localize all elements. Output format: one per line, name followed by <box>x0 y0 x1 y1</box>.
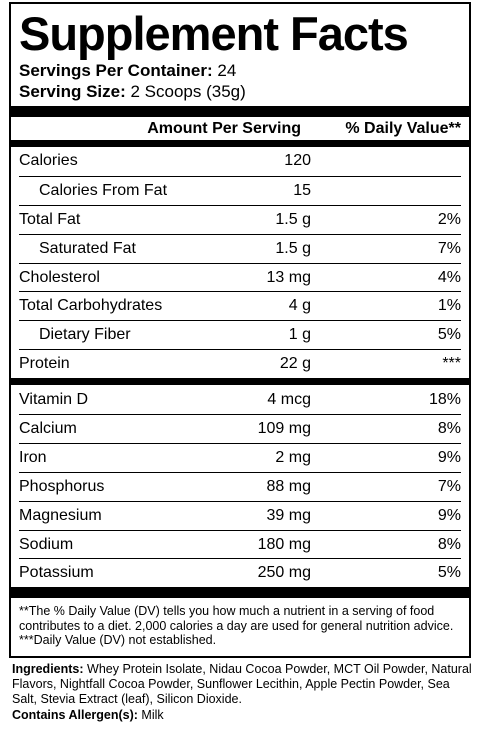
serving-size-label: Serving Size: <box>19 82 126 101</box>
table-row: Saturated Fat 1.5 g 7% <box>19 233 461 263</box>
table-row: Total Carbohydrates 4 g 1% <box>19 291 461 320</box>
table-row: Potassium 250 mg 5% <box>19 558 461 587</box>
nutrient-name: Iron <box>19 448 47 466</box>
table-row: Magnesium 39 mg 9% <box>19 500 461 530</box>
table-row: Total Fat 1.5 g 2% <box>19 204 461 234</box>
nutrient-dv: 7% <box>437 477 461 495</box>
nutrient-name: Magnesium <box>19 506 102 524</box>
nutrient-amount: 1.5 g <box>275 210 311 228</box>
nutrient-dv: 9% <box>437 506 461 524</box>
nutrient-amount: 13 mg <box>266 268 311 286</box>
table-row: Calories 120 <box>19 147 461 176</box>
nutrient-name: Calcium <box>19 419 77 437</box>
nutrient-name: Calories <box>19 152 78 170</box>
nutrient-name: Dietary Fiber <box>39 326 131 344</box>
nutrient-dv: 1% <box>437 297 461 315</box>
nutrient-amount: 88 mg <box>266 477 311 495</box>
ingredients-block: Ingredients: Whey Protein Isolate, Nidau… <box>12 662 472 723</box>
serving-size-value: 2 Scoops (35g) <box>130 82 246 101</box>
nutrient-amount: 15 <box>293 181 311 199</box>
table-row: Calories From Fat 15 <box>19 175 461 205</box>
table-row: Dietary Fiber 1 g 5% <box>19 320 461 349</box>
table-row: Iron 2 mg 9% <box>19 442 461 472</box>
allergen-label: Contains Allergen(s): <box>12 707 138 722</box>
nutrient-name: Sodium <box>19 535 74 553</box>
nutrient-amount: 39 mg <box>266 506 311 524</box>
table-row: Protein 22 g *** <box>19 349 461 378</box>
nutrient-name: Cholesterol <box>19 268 100 286</box>
nutrient-dv: 4% <box>437 268 461 286</box>
nutrient-dv: *** <box>442 355 461 373</box>
servings-per-container: Servings Per Container: 24 <box>19 60 461 81</box>
serving-size: Serving Size: 2 Scoops (35g) <box>19 81 461 102</box>
table-row: Cholesterol 13 mg 4% <box>19 262 461 292</box>
daily-value-header: % Daily Value** <box>345 119 461 137</box>
table-row: Phosphorus 88 mg 7% <box>19 471 461 501</box>
nutrient-amount: 250 mg <box>257 564 311 582</box>
nutrient-name: Protein <box>19 355 70 373</box>
ingredients-label: Ingredients: <box>12 662 84 676</box>
supplement-facts-panel: Supplement Facts Servings Per Container:… <box>9 2 471 658</box>
nutrient-amount: 22 g <box>279 355 311 373</box>
amount-per-serving-header: Amount Per Serving <box>147 119 301 137</box>
thick-divider <box>11 106 469 117</box>
nutrient-amount: 180 mg <box>257 535 311 553</box>
table-row: Vitamin D 4 mcg 18% <box>19 385 461 414</box>
nutrient-dv: 9% <box>437 448 461 466</box>
vitamin-mineral-table: Vitamin D 4 mcg 18% Calcium 109 mg 8% Ir… <box>19 385 461 587</box>
panel-title: Supplement Facts <box>19 7 409 60</box>
nutrient-amount: 1 g <box>288 326 311 344</box>
thick-divider <box>11 587 469 599</box>
nutrient-dv: 18% <box>428 390 461 408</box>
allergen-text: Milk <box>137 707 164 722</box>
nutrient-name: Saturated Fat <box>39 239 136 257</box>
nutrient-amount: 1.5 g <box>275 239 311 257</box>
servings-per-container-value: 24 <box>217 61 237 80</box>
nutrient-amount: 2 mg <box>275 448 311 466</box>
servings-per-container-label: Servings Per Container: <box>19 61 213 80</box>
footnote-not-established: ***Daily Value (DV) not established. <box>19 633 217 648</box>
nutrient-amount: 109 mg <box>257 419 311 437</box>
nutrient-dv: 5% <box>437 564 461 582</box>
nutrient-name: Vitamin D <box>19 390 89 408</box>
footnote-daily-value: **The % Daily Value (DV) tells you how m… <box>19 604 454 633</box>
table-row: Calcium 109 mg 8% <box>19 414 461 443</box>
nutrient-amount: 4 mcg <box>267 390 311 408</box>
footnotes: **The % Daily Value (DV) tells you how m… <box>19 598 461 648</box>
medium-divider <box>11 140 469 147</box>
nutrient-dv: 8% <box>437 535 461 553</box>
nutrient-amount: 120 <box>284 152 311 170</box>
nutrient-dv: 8% <box>437 419 461 437</box>
column-header: Amount Per Serving % Daily Value** <box>19 117 461 140</box>
nutrient-dv: 5% <box>437 326 461 344</box>
nutrient-name: Total Fat <box>19 210 81 228</box>
nutrient-amount: 4 g <box>288 297 311 315</box>
nutrient-dv: 2% <box>437 210 461 228</box>
ingredients-text: Whey Protein Isolate, Nidau Cocoa Powder… <box>12 662 472 707</box>
table-row: Sodium 180 mg 8% <box>19 529 461 559</box>
nutrient-table: Calories 120 Calories From Fat 15 Total … <box>19 147 461 378</box>
nutrient-name: Phosphorus <box>19 477 105 495</box>
nutrient-name: Total Carbohydrates <box>19 297 163 315</box>
nutrient-name: Potassium <box>19 564 94 582</box>
nutrient-dv: 7% <box>437 239 461 257</box>
medium-divider <box>11 378 469 386</box>
ingredients-line: Ingredients: Whey Protein Isolate, Nidau… <box>12 662 472 708</box>
allergen-line: Contains Allergen(s): Milk <box>12 708 472 723</box>
nutrient-name: Calories From Fat <box>39 181 168 199</box>
